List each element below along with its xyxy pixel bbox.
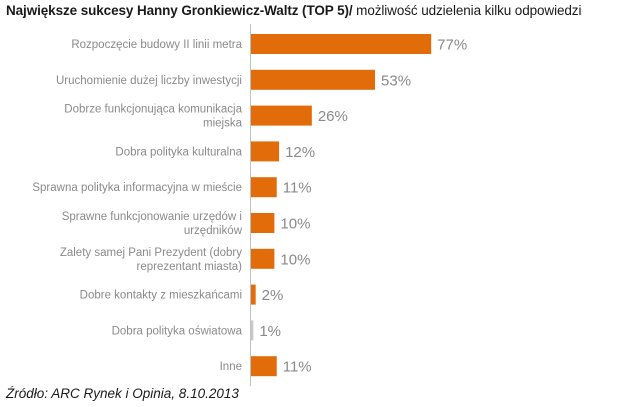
value-label: 10% [280, 216, 310, 233]
chart-title-main: Największe sukcesy Hanny Gronkiewicz-Wal… [6, 3, 353, 18]
category-label: Dobre kontakty z mieszkańcami [80, 290, 242, 302]
bar [251, 248, 275, 269]
bar [251, 320, 254, 341]
value-label: 53% [381, 72, 411, 89]
category-label: Uruchomienie dużej liczby inwestycji [56, 75, 242, 87]
category-label: Zalety samej Pani Prezydent (dobry reprez… [60, 247, 242, 273]
bar [251, 177, 277, 198]
bar [251, 213, 275, 233]
value-label: 11% [283, 180, 312, 197]
category-label: Dobra polityka oświatowa [112, 325, 243, 337]
category-label: Sprawna polityka informacyjna w mieście [32, 182, 242, 194]
category-label: Rozpoczęcie budowy II linii metra [71, 39, 242, 51]
value-label: 1% [259, 323, 281, 340]
value-label: 11% [283, 359, 312, 376]
chart-title: Największe sukcesy Hanny Gronkiewicz-Wal… [6, 3, 638, 18]
bar [251, 34, 432, 54]
category-label: Dobrze funkcjonująca komunikacja miejska [64, 104, 242, 130]
category-label: Sprawne funkcjonowanie urzędów i urzędnik… [62, 211, 243, 237]
chart-subtitle: możliwość udzielenia kilku odpowiedzi [352, 3, 582, 18]
category-label: Dobra polityka kulturalna [115, 146, 242, 158]
bar [251, 356, 277, 377]
value-label: 77% [437, 37, 467, 54]
value-label: 12% [285, 144, 315, 161]
value-label: 2% [262, 287, 284, 304]
bar [251, 141, 280, 162]
source-note: Źródło: ARC Rynek i Opinia, 8.10.2013 [6, 386, 239, 401]
category-label: Inne [220, 361, 242, 373]
bar [251, 69, 376, 90]
bar [251, 284, 256, 305]
value-label: 26% [318, 108, 348, 125]
bar [251, 105, 312, 126]
value-label: 10% [280, 251, 310, 268]
